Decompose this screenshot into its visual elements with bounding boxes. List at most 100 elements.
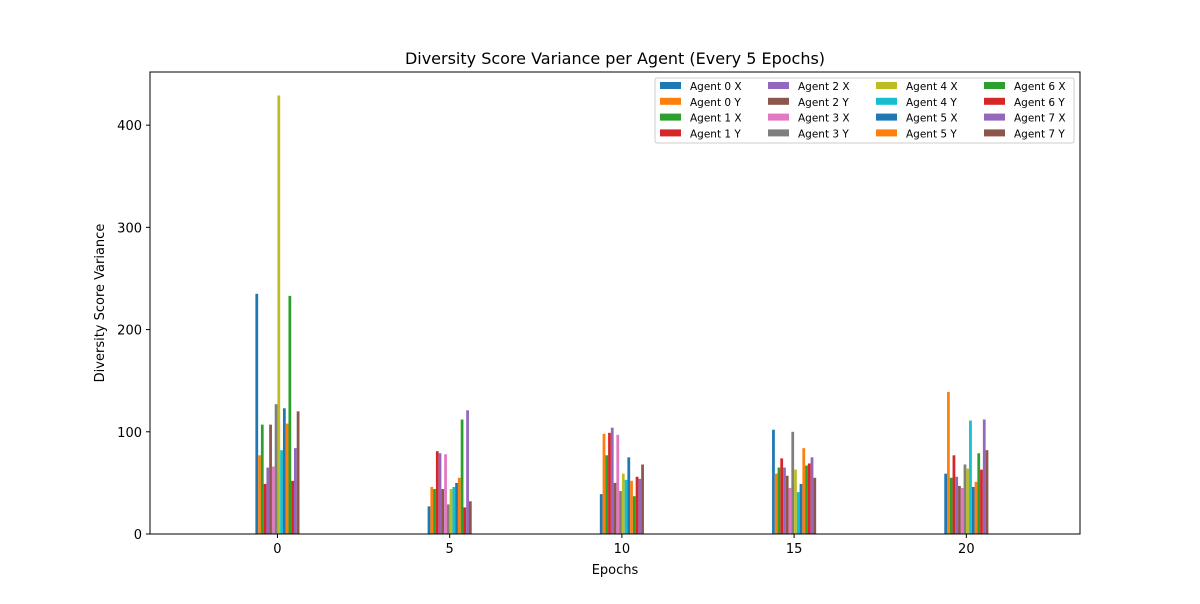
- chart-title: Diversity Score Variance per Agent (Ever…: [405, 49, 825, 68]
- bar-agent-5-y-epoch-15: [802, 448, 806, 534]
- bar-agent-2-y-epoch-15: [785, 475, 789, 534]
- bar-agent-5-y-epoch-5: [457, 477, 461, 534]
- x-tick-label: 10: [614, 542, 631, 557]
- bar-agent-2-y-epoch-5: [441, 489, 445, 534]
- bar-agent-7-y-epoch-20: [985, 450, 989, 534]
- bar-agent-5-x-epoch-15: [799, 483, 803, 534]
- bar-agent-6-y-epoch-20: [980, 469, 983, 534]
- legend-label: Agent 2 Y: [798, 97, 849, 109]
- bar-agent-6-y-epoch-15: [807, 463, 811, 534]
- bar-agent-1-x-epoch-5: [433, 489, 436, 534]
- bar-agent-5-y-epoch-0: [285, 423, 289, 534]
- bar-agent-4-y-epoch-0: [280, 450, 283, 534]
- legend-label: Agent 3 X: [798, 113, 850, 125]
- bar-agent-3-y-epoch-0: [274, 404, 278, 534]
- y-tick-label: 0: [134, 528, 142, 543]
- x-tick-label: 0: [273, 542, 281, 557]
- bar-agent-0-y-epoch-10: [602, 433, 606, 534]
- bar-agent-7-y-epoch-10: [641, 464, 644, 534]
- legend-swatch: [768, 82, 789, 89]
- legend-swatch: [876, 82, 897, 89]
- bar-agent-4-y-epoch-15: [796, 492, 800, 534]
- x-tick-label: 5: [446, 542, 454, 557]
- bar-agent-1-y-epoch-20: [952, 455, 956, 534]
- bar-agent-2-y-epoch-10: [613, 482, 617, 534]
- legend-label: Agent 5 Y: [906, 128, 957, 140]
- bar-agent-3-x-epoch-20: [960, 488, 964, 534]
- legend-label: Agent 2 X: [798, 81, 850, 93]
- legend-label: Agent 3 Y: [798, 128, 849, 140]
- legend-label: Agent 1 Y: [690, 128, 741, 140]
- legend-label: Agent 4 X: [906, 81, 958, 93]
- bar-agent-0-y-epoch-20: [947, 391, 950, 534]
- legend-swatch: [768, 129, 789, 137]
- bar-agent-6-y-epoch-5: [463, 507, 467, 534]
- legend-swatch: [660, 82, 681, 89]
- bar-agent-1-y-epoch-0: [263, 483, 267, 534]
- bar-agent-6-x-epoch-20: [977, 453, 981, 534]
- bar-agent-4-x-epoch-5: [449, 489, 453, 534]
- bar-agent-0-x-epoch-5: [427, 506, 431, 534]
- bar-agent-2-x-epoch-5: [438, 453, 442, 534]
- legend-swatch: [660, 97, 681, 105]
- legend-swatch: [876, 129, 897, 137]
- bar-agent-5-x-epoch-0: [282, 408, 286, 534]
- bar-agent-0-y-epoch-5: [430, 486, 434, 534]
- bar-agent-4-x-epoch-10: [621, 473, 625, 534]
- legend-label: Agent 6 Y: [1014, 97, 1065, 109]
- y-tick-label: 200: [117, 324, 142, 339]
- bar-agent-7-x-epoch-10: [638, 478, 642, 534]
- bar-agent-6-x-epoch-5: [460, 419, 464, 534]
- bar-agent-3-x-epoch-5: [444, 454, 447, 534]
- bar-agent-2-x-epoch-10: [610, 427, 614, 534]
- bar-agent-6-x-epoch-15: [805, 465, 808, 534]
- y-tick-label: 300: [117, 221, 142, 236]
- bar-agent-1-y-epoch-10: [608, 432, 611, 534]
- legend-swatch: [984, 113, 1005, 121]
- legend-label: Agent 0 Y: [690, 97, 741, 109]
- bar-agent-7-y-epoch-0: [296, 411, 300, 534]
- bar-agent-5-y-epoch-10: [630, 480, 633, 534]
- bar-agent-4-y-epoch-10: [624, 479, 628, 534]
- bar-agent-1-x-epoch-0: [260, 424, 264, 534]
- legend-swatch: [768, 97, 789, 105]
- bar-agent-1-x-epoch-15: [777, 467, 781, 534]
- bar-agent-7-y-epoch-5: [468, 501, 472, 534]
- bar-agent-7-y-epoch-15: [813, 477, 817, 534]
- bar-agent-0-x-epoch-15: [772, 429, 775, 534]
- bar-agent-0-y-epoch-15: [774, 473, 778, 534]
- bar-agent-7-x-epoch-15: [810, 457, 814, 534]
- y-axis-label: Diversity Score Variance: [93, 224, 108, 383]
- bar-agent-6-x-epoch-0: [288, 295, 292, 534]
- bar-agent-1-y-epoch-15: [780, 458, 784, 534]
- plot-frame: [149, 71, 1081, 535]
- legend-frame: [654, 77, 1075, 144]
- bar-agent-5-x-epoch-20: [971, 486, 975, 534]
- legend-swatch: [876, 97, 897, 105]
- bar-agent-6-y-epoch-10: [635, 476, 639, 534]
- legend-label: Agent 0 X: [690, 81, 742, 93]
- x-axis-label: Epochs: [592, 563, 639, 578]
- legend-swatch: [660, 113, 681, 121]
- bar-agent-0-x-epoch-20: [944, 473, 948, 534]
- bar-agent-4-y-epoch-5: [452, 486, 456, 534]
- legend-label: Agent 5 X: [906, 113, 958, 125]
- legend-swatch: [984, 129, 1005, 137]
- bar-agent-3-x-epoch-15: [788, 488, 792, 534]
- bar-agent-1-x-epoch-20: [949, 477, 953, 534]
- legend-label: Agent 1 X: [690, 113, 742, 125]
- bar-agent-2-x-epoch-15: [783, 467, 786, 534]
- legend-label: Agent 7 Y: [1014, 128, 1065, 140]
- bar-agent-3-x-epoch-10: [616, 434, 620, 534]
- legend-swatch: [768, 113, 789, 121]
- bar-agent-2-y-epoch-0: [269, 424, 272, 534]
- bar-agent-3-y-epoch-5: [446, 504, 450, 534]
- bar-agent-0-y-epoch-0: [258, 455, 261, 534]
- y-tick-label: 100: [117, 426, 142, 441]
- legend-label: Agent 4 Y: [906, 97, 957, 109]
- bar-agent-6-y-epoch-0: [291, 480, 294, 534]
- bar-agent-3-y-epoch-10: [619, 491, 622, 534]
